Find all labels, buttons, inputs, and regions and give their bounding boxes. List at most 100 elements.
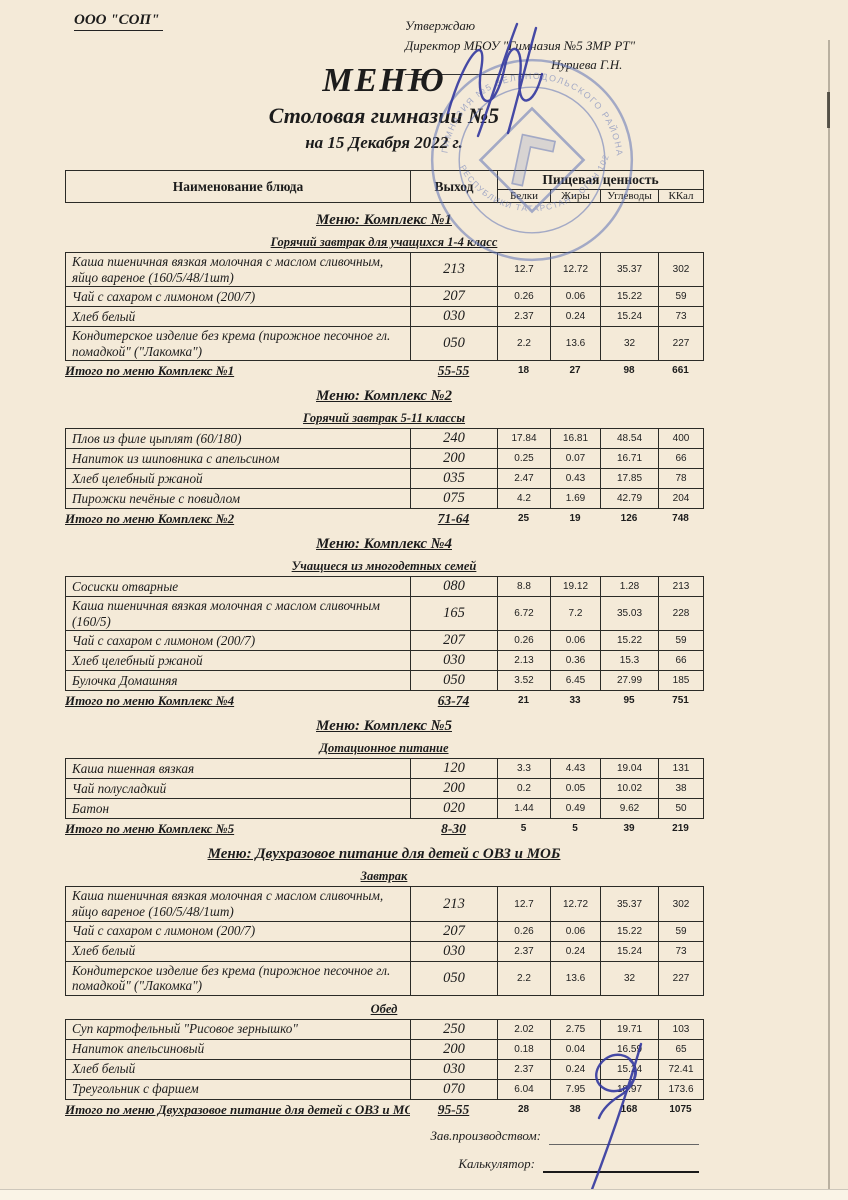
dish-output: 070 — [410, 1078, 498, 1100]
table-row: Чай с сахаром с лимоном (200/7) 207 0.26 0.… — [65, 630, 704, 652]
total-nutrition-value: 126 — [620, 513, 638, 525]
table-row: Хлеб белый 030 2.37 0.24 15.24 73 — [65, 306, 704, 328]
dish-nutrition-value: 12.72 — [550, 251, 601, 288]
total-nutrition-value: 5 — [572, 823, 578, 835]
dish-nutrition-value: 59 — [658, 920, 704, 942]
dish-nutrition-value: 2.13 — [497, 650, 551, 672]
dish-nutrition-value: 400 — [658, 428, 704, 450]
dish-output: 240 — [410, 428, 498, 450]
dish-output: 207 — [410, 920, 498, 942]
page-subtitle: Столовая гимназии №5 — [268, 103, 500, 128]
col-header-kcal: ККал — [657, 189, 705, 203]
dish-nutrition-value: 42.79 — [600, 488, 659, 510]
dish-table: Каша пшеничная вязкая молочная с маслом … — [65, 251, 704, 362]
dish-nutrition-value: 7.2 — [550, 596, 601, 632]
table-row: Треугольник с фаршем 070 6.04 7.95 18.97 173.… — [65, 1078, 704, 1100]
dish-nutrition-value: 0.05 — [550, 778, 601, 800]
dish-nutrition-value: 12.72 — [550, 886, 601, 922]
menu-section: Меню: Двухразовое питание для детей с ОВ… — [65, 846, 704, 1117]
dish-nutrition-value: 213 — [658, 576, 704, 598]
section-total-row: Итого по меню Комплекс №5 8-30 5 5 39 219 — [65, 819, 703, 837]
dish-nutrition-value: 15.24 — [600, 1058, 659, 1080]
dish-nutrition-value: 66 — [658, 650, 704, 672]
dish-nutrition-value: 17.85 — [600, 468, 659, 490]
scan-bottom-edge — [0, 1189, 848, 1200]
dish-nutrition-value: 73 — [658, 940, 704, 962]
total-nutrition-value: 27 — [569, 365, 581, 377]
total-label: Итого по меню Комплекс №1 — [65, 363, 235, 379]
total-nutrition-value: 219 — [672, 823, 689, 835]
dish-nutrition-value: 0.06 — [550, 286, 601, 308]
dish-nutrition-value: 59 — [658, 286, 704, 308]
dish-output: 030 — [410, 306, 498, 328]
dish-output: 020 — [410, 798, 498, 820]
dish-nutrition-value: 27.99 — [600, 670, 659, 692]
section-title: Меню: Комплекс №5 — [316, 718, 452, 735]
dish-name: Булочка Домашняя — [65, 670, 411, 692]
approval-director: Директор МБОУ "Гимназия №5 ЗМР РТ" — [405, 37, 636, 53]
section-subtitle: Горячий завтрак для учащихся 1-4 класс — [270, 235, 498, 249]
total-nutrition-value: 661 — [672, 365, 689, 377]
dish-nutrition-value: 173.6 — [658, 1078, 704, 1100]
dish-nutrition-value: 0.24 — [550, 306, 601, 328]
dish-name: Хлеб белый — [65, 306, 411, 328]
dish-nutrition-value: 12.7 — [497, 886, 551, 922]
total-nutrition-value: 95 — [623, 695, 635, 707]
dish-nutrition-value: 2.75 — [550, 1018, 601, 1040]
dish-name: Каша пшенная вязкая — [65, 758, 411, 780]
dish-nutrition-value: 17.84 — [497, 428, 551, 450]
dish-nutrition-value: 16.59 — [600, 1038, 659, 1060]
total-nutrition-value: 748 — [672, 513, 689, 525]
dish-name: Кондитерское изделие без крема (пирожное… — [65, 326, 411, 362]
total-output: 8-30 — [441, 821, 466, 837]
dish-output: 035 — [410, 468, 498, 490]
dish-nutrition-value: 1.28 — [600, 576, 659, 598]
dish-output: 200 — [410, 1038, 498, 1060]
dish-output: 030 — [410, 1058, 498, 1080]
calculator-signature-line — [543, 1156, 699, 1173]
dish-nutrition-value: 7.95 — [550, 1078, 601, 1100]
total-nutrition-value: 21 — [517, 695, 530, 707]
total-output: 95-55 — [437, 1101, 470, 1117]
dish-nutrition-value: 2.2 — [497, 326, 551, 362]
dish-nutrition-value: 15.24 — [600, 940, 659, 962]
dish-output: 207 — [410, 286, 498, 308]
table-row: Пирожки печёные с повидлом 075 4.2 1.69 42.7… — [65, 488, 704, 510]
dish-nutrition-value: 12.7 — [497, 251, 551, 288]
dish-nutrition-value: 227 — [658, 960, 704, 996]
dish-name: Чай с сахаром с лимоном (200/7) — [65, 630, 411, 652]
dish-name: Треугольник с фаршем — [65, 1078, 411, 1100]
dish-nutrition-value: 15.24 — [600, 306, 659, 328]
dish-nutrition-value: 35.37 — [600, 886, 659, 922]
dish-nutrition-value: 9.62 — [600, 798, 659, 820]
section-total-row: Итого по меню Комплекс №2 71-64 25 19 126 748 — [65, 509, 703, 527]
dish-name: Чай с сахаром с лимоном (200/7) — [65, 286, 411, 308]
dish-nutrition-value: 73 — [658, 306, 704, 328]
table-row: Хлеб белый 030 2.37 0.24 15.24 72.41 — [65, 1058, 704, 1080]
table-row: Батон 020 1.44 0.49 9.62 50 — [65, 798, 704, 820]
total-nutrition-value: 39 — [623, 823, 635, 835]
menu-section: Меню: Комплекс №1 Горячий завтрак для уча… — [65, 212, 704, 379]
dish-table: Каша пшенная вязкая 120 3.3 4.43 19.04 131 Чай… — [65, 758, 704, 820]
col-header-dish: Наименование блюда — [65, 170, 411, 203]
table-row: Сосиски отварные 080 8.8 19.12 1.28 213 — [65, 576, 704, 598]
section-subtitle: Горячий завтрак 5-11 классы — [302, 411, 466, 426]
dish-output: 165 — [410, 596, 498, 632]
dish-nutrition-value: 6.72 — [497, 596, 551, 632]
dish-output: 080 — [410, 576, 498, 598]
dish-output: 120 — [410, 758, 498, 780]
dish-output: 050 — [410, 670, 498, 692]
section-subtitle: Обед — [370, 1001, 398, 1016]
section-title: Меню: Комплекс №2 — [316, 388, 452, 405]
dish-nutrition-value: 16.71 — [600, 448, 659, 470]
total-nutrition-value: 5 — [520, 823, 527, 835]
dish-output: 213 — [410, 886, 498, 922]
dish-nutrition-value: 0.24 — [550, 1058, 601, 1080]
dish-nutrition-value: 228 — [658, 596, 704, 632]
dish-nutrition-value: 13.6 — [550, 326, 601, 362]
total-output: 63-74 — [437, 693, 470, 709]
organization-name: ООО "СОП" — [74, 12, 164, 31]
dish-nutrition-value: 0.26 — [497, 920, 551, 942]
dish-nutrition-value: 0.07 — [550, 448, 601, 470]
section-title: Меню: Комплекс №1 — [316, 212, 452, 228]
